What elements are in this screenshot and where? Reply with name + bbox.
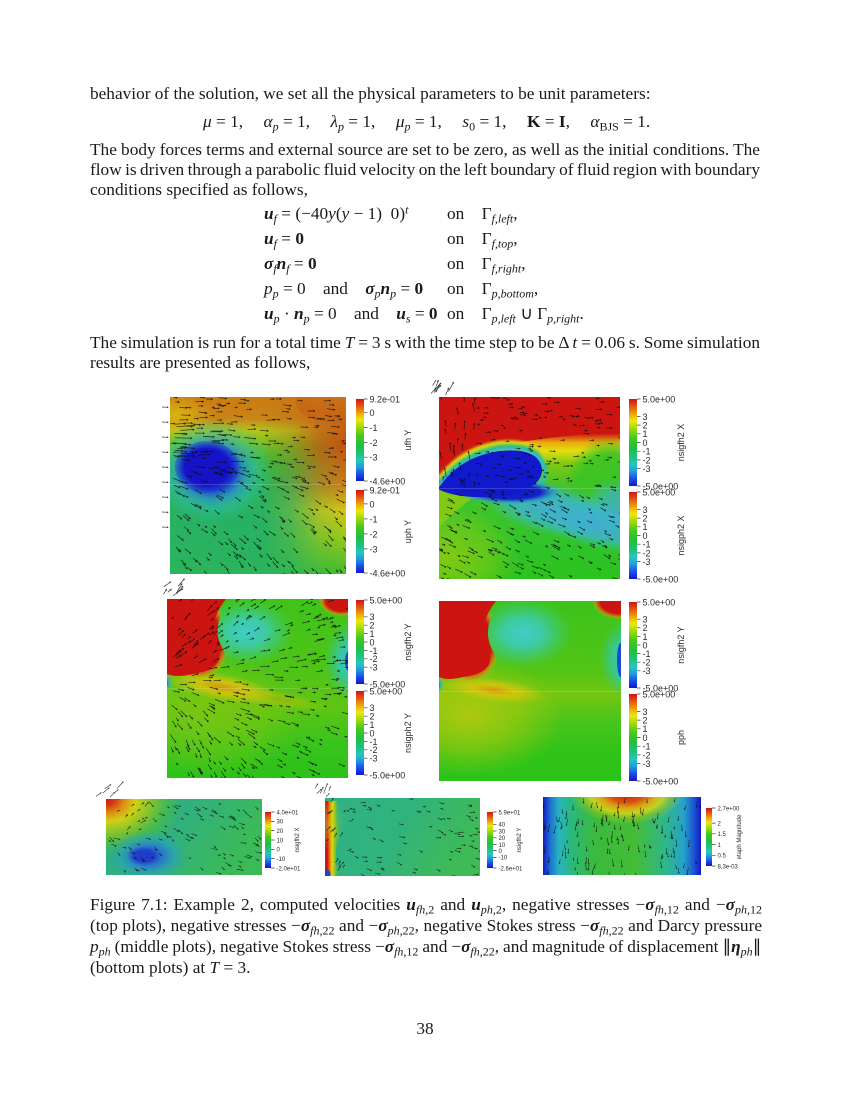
svg-text:-5.0e+00: -5.0e+00	[643, 574, 679, 584]
svg-text:-4.6e+00: -4.6e+00	[370, 476, 406, 486]
svg-text:nsigfh2 X: nsigfh2 X	[676, 424, 686, 462]
svg-text:0: 0	[643, 733, 648, 743]
svg-text:-1: -1	[370, 423, 378, 433]
svg-text:5.0e+00: 5.0e+00	[643, 689, 676, 699]
svg-text:-2.6e+01: -2.6e+01	[499, 866, 524, 872]
svg-text:4.0e+01: 4.0e+01	[277, 810, 300, 816]
svg-text:pph: pph	[676, 730, 686, 745]
svg-text:-5.0e+00: -5.0e+00	[370, 679, 406, 689]
svg-text:20: 20	[499, 836, 506, 842]
svg-text:1: 1	[370, 629, 375, 639]
svg-text:nsigph2 X: nsigph2 X	[676, 515, 686, 555]
svg-text:-2.0e+01: -2.0e+01	[277, 866, 302, 872]
svg-text:2: 2	[370, 712, 375, 722]
svg-text:-5.0e+00: -5.0e+00	[370, 770, 406, 780]
svg-text:-3: -3	[643, 464, 651, 474]
svg-text:-2: -2	[370, 745, 378, 755]
svg-text:5.0e+00: 5.0e+00	[643, 394, 676, 404]
svg-text:3: 3	[370, 703, 375, 713]
svg-text:ufh Y: ufh Y	[403, 430, 413, 451]
svg-text:3: 3	[643, 505, 648, 515]
svg-text:nsigph2 Y: nsigph2 Y	[403, 713, 413, 753]
svg-text:-1: -1	[643, 447, 651, 457]
svg-text:2: 2	[370, 621, 375, 631]
svg-text:-1: -1	[643, 540, 651, 550]
svg-text:-3: -3	[643, 557, 651, 567]
svg-text:-3: -3	[370, 663, 378, 673]
svg-text:nsigfh2 Y: nsigfh2 Y	[676, 626, 686, 663]
svg-text:-1: -1	[370, 514, 378, 524]
svg-text:10: 10	[277, 838, 284, 844]
svg-text:0: 0	[370, 499, 375, 509]
svg-text:-10: -10	[277, 857, 286, 863]
svg-text:nsigfh2 Y: nsigfh2 Y	[517, 828, 523, 853]
svg-text:5.0e+00: 5.0e+00	[643, 597, 676, 607]
svg-text:-1: -1	[643, 649, 651, 659]
svg-text:-3: -3	[370, 453, 378, 463]
svg-text:-3: -3	[643, 666, 651, 676]
svg-text:-3: -3	[370, 754, 378, 764]
svg-text:1: 1	[643, 632, 648, 642]
svg-text:0: 0	[643, 640, 648, 650]
svg-text:-2: -2	[370, 654, 378, 664]
svg-text:10: 10	[499, 843, 506, 849]
svg-text:-2: -2	[643, 548, 651, 558]
svg-text:5.0e+00: 5.0e+00	[370, 686, 403, 696]
svg-text:1: 1	[643, 724, 648, 734]
svg-text:-5.0e+00: -5.0e+00	[643, 481, 679, 491]
svg-text:0: 0	[643, 438, 648, 448]
svg-text:-3: -3	[643, 759, 651, 769]
svg-text:-3: -3	[370, 544, 378, 554]
svg-text:-2: -2	[643, 658, 651, 668]
svg-text:2: 2	[643, 716, 648, 726]
svg-text:0: 0	[370, 728, 375, 738]
svg-text:0: 0	[499, 849, 503, 855]
svg-text:0: 0	[643, 531, 648, 541]
svg-text:2: 2	[643, 421, 648, 431]
svg-text:-1: -1	[370, 646, 378, 656]
svg-text:nsigfh2 Y: nsigfh2 Y	[403, 623, 413, 660]
svg-text:40: 40	[499, 823, 506, 829]
svg-text:30: 30	[277, 820, 284, 826]
svg-text:etaph Magnitude: etaph Magnitude	[737, 814, 743, 859]
svg-text:3: 3	[643, 412, 648, 422]
svg-text:2.7e+00: 2.7e+00	[718, 806, 741, 812]
svg-text:-2: -2	[643, 455, 651, 465]
svg-text:-1: -1	[643, 742, 651, 752]
svg-text:1.5: 1.5	[718, 832, 727, 838]
svg-text:3: 3	[643, 615, 648, 625]
svg-text:1: 1	[643, 522, 648, 532]
svg-text:-5.0e+00: -5.0e+00	[643, 776, 679, 786]
svg-text:5.0e+00: 5.0e+00	[643, 487, 676, 497]
svg-text:-2: -2	[643, 750, 651, 760]
svg-text:-10: -10	[499, 856, 508, 862]
svg-text:9.2e-01: 9.2e-01	[370, 485, 401, 495]
svg-text:0: 0	[370, 408, 375, 418]
svg-text:0: 0	[370, 637, 375, 647]
svg-text:-2: -2	[370, 438, 378, 448]
svg-text:2: 2	[718, 821, 722, 827]
svg-text:30: 30	[499, 829, 506, 835]
svg-text:2: 2	[643, 623, 648, 633]
svg-text:2: 2	[643, 514, 648, 524]
svg-text:1: 1	[718, 843, 722, 849]
svg-text:-5.0e+00: -5.0e+00	[643, 683, 679, 693]
svg-text:8.3e-03: 8.3e-03	[718, 864, 739, 870]
svg-text:-1: -1	[370, 737, 378, 747]
svg-text:0: 0	[277, 848, 281, 854]
svg-text:5.9e+01: 5.9e+01	[499, 810, 522, 816]
svg-text:3: 3	[370, 612, 375, 622]
svg-text:20: 20	[277, 829, 284, 835]
svg-text:1: 1	[370, 720, 375, 730]
svg-text:5.0e+00: 5.0e+00	[370, 595, 403, 605]
svg-text:uph Y: uph Y	[403, 520, 413, 543]
svg-text:0.5: 0.5	[718, 854, 727, 860]
svg-text:nsigfh2 X: nsigfh2 X	[295, 827, 301, 852]
svg-text:-4.6e+00: -4.6e+00	[370, 568, 406, 578]
svg-text:9.2e-01: 9.2e-01	[370, 394, 401, 404]
svg-text:3: 3	[643, 707, 648, 717]
svg-text:-2: -2	[370, 529, 378, 539]
svg-text:1: 1	[643, 429, 648, 439]
